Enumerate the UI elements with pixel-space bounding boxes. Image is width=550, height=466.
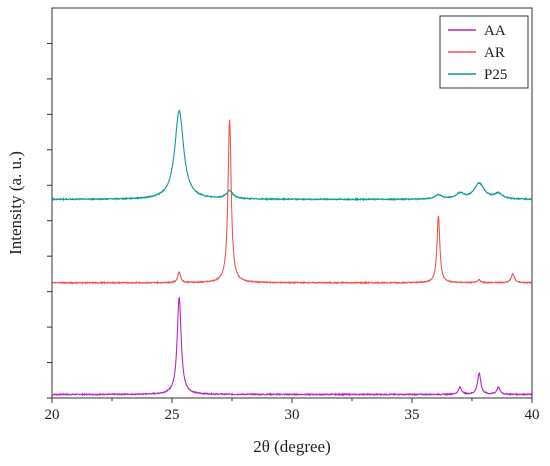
x-tick-label: 40 [525, 407, 540, 423]
series-line-aa [51, 297, 533, 397]
legend-label-ar: AR [484, 45, 505, 61]
y-axis-label: Intensity (a. u.) [6, 151, 25, 255]
series-layer [51, 108, 533, 397]
plot-area: 20 25 30 35 40 [45, 7, 540, 423]
y-axis-ticks [47, 42, 52, 399]
legend-label-p25: P25 [484, 67, 507, 83]
x-tick-label: 35 [405, 407, 420, 423]
x-axis-label: 2θ (degree) [253, 437, 331, 456]
series-line-p25 [51, 108, 533, 202]
legend: AA AR P25 [439, 15, 529, 89]
x-tick-label: 25 [165, 407, 180, 423]
x-tick-label: 30 [285, 407, 300, 423]
series-line-ar [51, 119, 533, 285]
x-tick-label: 20 [45, 407, 60, 423]
x-axis-ticks: 20 25 30 35 40 [45, 398, 540, 423]
legend-label-aa: AA [484, 23, 506, 39]
